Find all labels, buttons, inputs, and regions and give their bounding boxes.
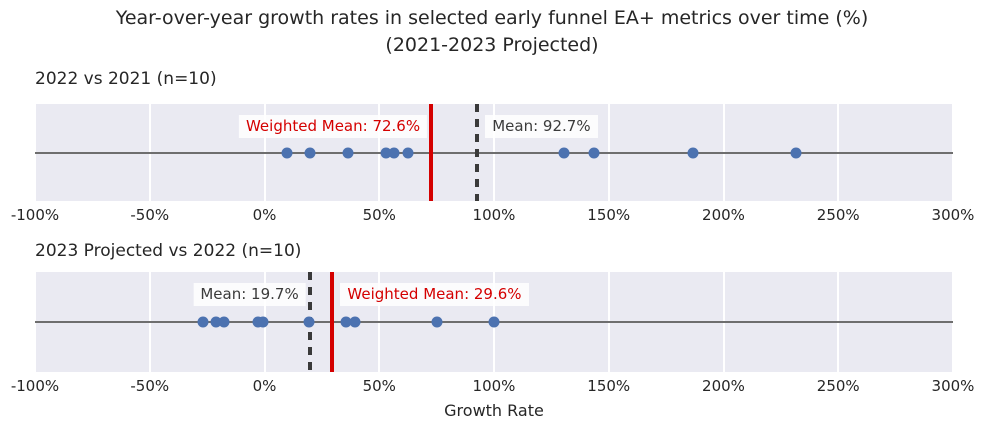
weighted-mean-line: [429, 104, 434, 201]
weighted-mean-label: Weighted Mean: 72.6%: [238, 115, 428, 138]
data-point: [218, 316, 230, 328]
x-axis-ticks: -100% -50% 0% 50% 100% 150% 200% 250% 300%: [11, 377, 975, 397]
plot-area: Weighted Mean: 72.6% Mean: 92.7%: [34, 104, 954, 201]
data-point: [342, 147, 354, 158]
mean-label: Mean: 92.7%: [485, 115, 598, 138]
x-tick-label: -50%: [130, 206, 170, 224]
x-tick-label: 300%: [931, 377, 975, 395]
x-tick-label: 300%: [931, 206, 975, 224]
subplot-title: 2023 Projected vs 2022 (n=10): [35, 241, 302, 261]
x-tick-label: 100%: [472, 377, 516, 395]
mean-label: Mean: 19.7%: [193, 283, 306, 306]
x-tick-label: 150%: [587, 206, 631, 224]
data-point: [257, 316, 269, 328]
chart-title-line2: (2021-2023 Projected): [385, 34, 599, 56]
data-point: [303, 316, 315, 328]
gridline: [952, 104, 954, 201]
data-point: [588, 147, 600, 158]
data-point: [558, 147, 570, 158]
plot-area: Weighted Mean: 29.6% Mean: 19.7%: [34, 272, 954, 372]
x-tick-label: 50%: [362, 377, 396, 395]
zero-baseline: [35, 151, 953, 154]
x-tick-label: 0%: [252, 377, 277, 395]
mean-line: [475, 104, 480, 201]
data-point: [210, 316, 222, 328]
x-tick-label: 250%: [816, 377, 860, 395]
data-point: [687, 147, 699, 158]
data-point: [252, 316, 264, 328]
data-point: [402, 147, 414, 158]
x-axis-ticks: -100% -50% 0% 50% 100% 150% 200% 250% 300%: [11, 206, 975, 226]
x-axis-label: Growth Rate: [444, 401, 544, 420]
data-point: [790, 147, 802, 158]
data-point: [281, 147, 293, 158]
data-point: [488, 316, 500, 328]
data-point: [340, 316, 352, 328]
x-tick-label: 250%: [816, 206, 860, 224]
gridline: [952, 272, 954, 372]
data-point: [380, 147, 392, 158]
x-tick-label: 200%: [702, 206, 745, 224]
x-tick-label: 150%: [587, 377, 631, 395]
chart-title: Year-over-year growth rates in selected …: [0, 5, 984, 59]
data-point: [431, 316, 443, 328]
chart-title-line1: Year-over-year growth rates in selected …: [115, 7, 869, 29]
x-tick-label: -50%: [130, 377, 170, 395]
x-tick-label: -100%: [10, 377, 60, 395]
x-tick-label: 200%: [702, 377, 745, 395]
data-point: [197, 316, 209, 328]
data-point: [304, 147, 316, 158]
data-point: [388, 147, 400, 158]
weighted-mean-label: Weighted Mean: 29.6%: [340, 283, 529, 306]
x-tick-label: -100%: [10, 206, 60, 224]
x-tick-label: 50%: [362, 206, 396, 224]
weighted-mean-line: [330, 272, 335, 372]
subplot-title: 2022 vs 2021 (n=10): [35, 69, 217, 89]
x-tick-label: 0%: [252, 206, 277, 224]
x-tick-label: 100%: [472, 206, 516, 224]
data-point: [349, 316, 361, 328]
